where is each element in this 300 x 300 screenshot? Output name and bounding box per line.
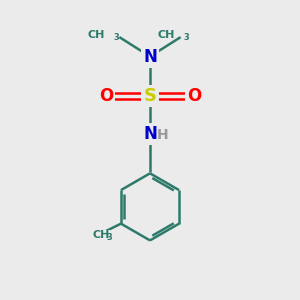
Text: 3: 3 <box>113 33 119 42</box>
Text: S: S <box>143 87 157 105</box>
Text: CH: CH <box>87 30 105 40</box>
Text: O: O <box>99 87 113 105</box>
Text: CH: CH <box>92 230 110 240</box>
Text: O: O <box>187 87 201 105</box>
Text: 3: 3 <box>184 33 189 42</box>
Text: H: H <box>156 128 168 142</box>
Text: CH: CH <box>158 30 175 40</box>
Text: N: N <box>143 125 157 143</box>
Text: N: N <box>143 48 157 66</box>
Text: 3: 3 <box>106 233 112 242</box>
